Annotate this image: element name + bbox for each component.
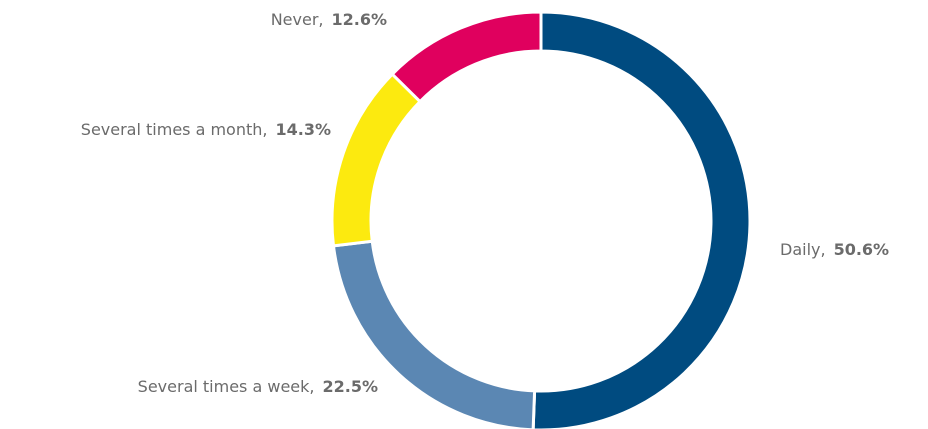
- donut-slice: [531, 10, 752, 429]
- value-label: 14.3%: [275, 120, 331, 139]
- category-label: Several times a week,: [138, 377, 315, 396]
- donut-slice: [390, 10, 543, 104]
- value-label: 12.6%: [331, 10, 387, 29]
- slice-label: Daily, 50.6%: [780, 240, 889, 259]
- donut-slice: [330, 72, 423, 248]
- donut-slice: [331, 239, 537, 429]
- slice-label: Never, 12.6%: [271, 10, 387, 29]
- value-label: 50.6%: [834, 240, 890, 259]
- category-label: Several times a month,: [81, 120, 268, 139]
- category-label: Daily,: [780, 240, 826, 259]
- slice-label: Several times a week, 22.5%: [138, 377, 378, 396]
- value-label: 22.5%: [322, 377, 378, 396]
- slice-label: Several times a month, 14.3%: [81, 120, 331, 139]
- category-label: Never,: [271, 10, 324, 29]
